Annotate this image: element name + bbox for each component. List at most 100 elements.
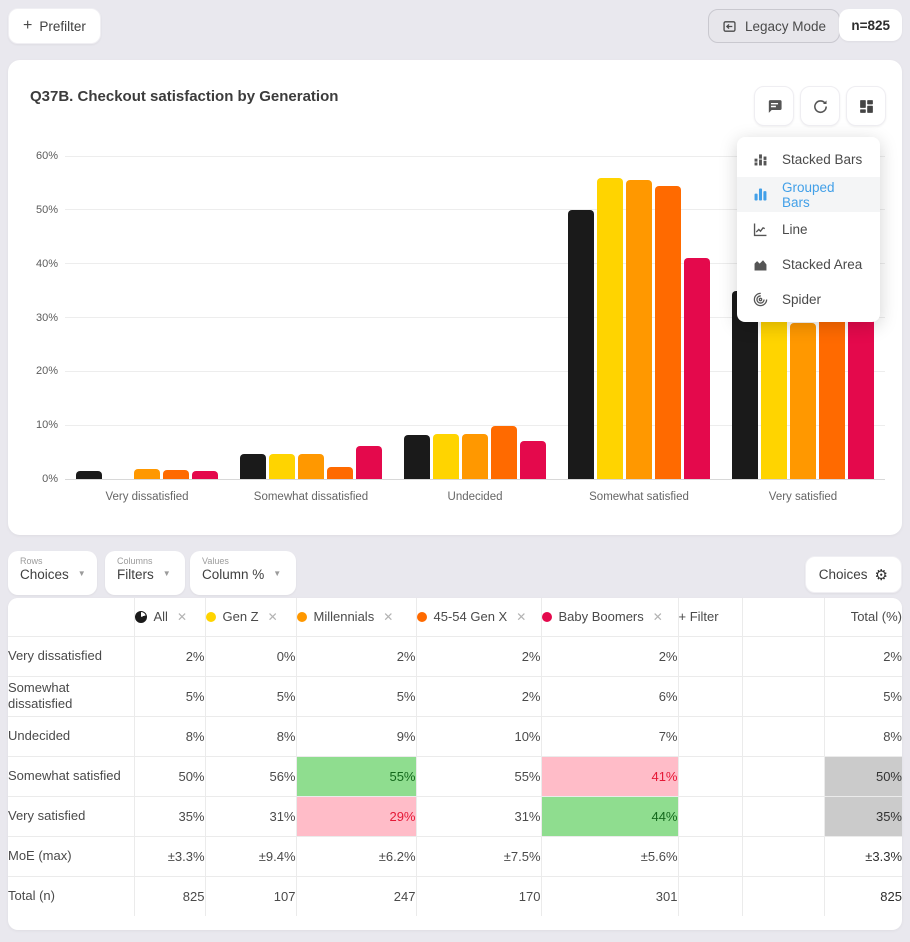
total-cell: 50% <box>823 755 902 797</box>
bar-gen-z-undecided[interactable] <box>432 434 459 479</box>
bar-millennials-very-satisfied[interactable] <box>790 322 816 479</box>
exit-box-icon <box>722 19 737 34</box>
chevron-down-icon: ▼ <box>77 569 86 578</box>
filter-label: Millennials <box>313 609 375 625</box>
bar-gen-z-somewhat-satisfied[interactable] <box>596 177 623 479</box>
bar-millennials-undecided[interactable] <box>462 434 488 479</box>
y-axis-tick: 10% <box>35 419 58 432</box>
bar-millennials-somewhat-dissatisfied[interactable] <box>298 453 324 479</box>
stacked-area-icon <box>751 255 770 274</box>
value-cell: 10% <box>415 715 542 757</box>
choices-settings-button[interactable]: Choices ⚙ <box>804 556 902 593</box>
value-cell: 44% <box>540 795 679 837</box>
spacer-cell <box>741 875 825 916</box>
menu-item-spider[interactable]: Spider <box>737 282 880 317</box>
series-dot-icon <box>417 611 427 622</box>
bar-45-54-gen-x-somewhat-satisfied[interactable] <box>655 185 682 479</box>
values-value: Column % <box>202 567 265 582</box>
menu-item-label: Stacked Bars <box>782 152 863 167</box>
spacer-cell <box>741 675 825 717</box>
bar-millennials-somewhat-satisfied[interactable] <box>626 180 652 479</box>
value-cell: 301 <box>540 875 679 916</box>
menu-item-label: Line <box>782 222 808 237</box>
menu-item-grouped-bars[interactable]: Grouped Bars <box>737 177 880 212</box>
bar-baby-boomers-somewhat-dissatisfied[interactable] <box>356 445 383 479</box>
rows-dropdown[interactable]: Rows Choices ▼ <box>8 551 97 595</box>
gridline <box>65 317 885 318</box>
chart-toolbar <box>754 86 886 126</box>
menu-item-stacked-bars[interactable]: Stacked Bars <box>737 142 880 177</box>
bar-45-54-gen-x-somewhat-dissatisfied[interactable] <box>327 467 354 479</box>
legacy-mode-label: Legacy Mode <box>744 18 826 34</box>
bar-45-54-gen-x-very-dissatisfied[interactable] <box>163 469 190 479</box>
close-icon[interactable]: ✕ <box>516 609 527 624</box>
bar-45-54-gen-x-very-satisfied[interactable] <box>819 312 846 479</box>
total-cell: 35% <box>823 795 902 837</box>
bar-baby-boomers-somewhat-satisfied[interactable] <box>684 258 711 479</box>
bar-baby-boomers-undecided[interactable] <box>520 441 547 479</box>
table-card: All ✕ Gen Z ✕ Millennials ✕ 45-54 Gen X ✕ Baby B… <box>8 598 902 930</box>
close-icon[interactable]: ✕ <box>176 609 188 624</box>
empty-filter-cell <box>677 635 743 677</box>
y-axis-tick: 40% <box>35 257 58 270</box>
line-icon <box>751 220 770 239</box>
value-cell: 8% <box>204 715 297 757</box>
x-axis-label: Very dissatisfied <box>105 491 189 503</box>
prefilter-button[interactable]: + Prefilter <box>8 8 101 44</box>
chart-type-menu: Stacked Bars Grouped Bars Line Stacked Area… <box>737 137 880 322</box>
legacy-mode-button[interactable]: Legacy Mode <box>707 9 840 43</box>
refresh-button[interactable] <box>800 86 840 126</box>
bar-baby-boomers-very-dissatisfied[interactable] <box>192 470 219 479</box>
filter-chip-all[interactable]: All ✕ <box>133 598 206 637</box>
bar-millennials-very-dissatisfied[interactable] <box>134 468 160 479</box>
dashboard-grid-icon <box>858 98 875 115</box>
filter-chip-45-54-gen-x[interactable]: 45-54 Gen X ✕ <box>415 598 542 637</box>
chart-type-button[interactable] <box>846 86 886 126</box>
bar-all-undecided[interactable] <box>403 435 430 479</box>
close-icon[interactable]: ✕ <box>383 609 394 624</box>
add-filter-button[interactable]: + Filter <box>677 598 743 637</box>
bar-all-somewhat-dissatisfied[interactable] <box>239 453 266 479</box>
spacer-cell <box>741 755 825 797</box>
values-dropdown[interactable]: Values Column % ▼ <box>190 551 296 595</box>
row-label: Somewhat satisfied <box>8 755 135 797</box>
bar-all-very-dissatisfied[interactable] <box>75 470 102 479</box>
gear-icon: ⚙ <box>874 566 888 584</box>
filter-chip-gen-z[interactable]: Gen Z ✕ <box>204 598 297 637</box>
sample-size-badge: n=825 <box>839 9 902 41</box>
filter-chip-millennials[interactable]: Millennials ✕ <box>295 598 417 637</box>
bar-45-54-gen-x-undecided[interactable] <box>491 425 518 479</box>
filter-chip-baby-boomers[interactable]: Baby Boomers ✕ <box>540 598 679 637</box>
total-cell: ±3.3% <box>823 835 902 877</box>
columns-dropdown[interactable]: Columns Filters ▼ <box>105 551 185 595</box>
value-cell: 247 <box>295 875 417 916</box>
value-cell: 7% <box>540 715 679 757</box>
empty-filter-cell <box>677 755 743 797</box>
close-icon[interactable]: ✕ <box>652 609 663 624</box>
chevron-down-icon: ▼ <box>162 569 171 578</box>
menu-item-label: Grouped Bars <box>781 179 835 210</box>
columns-value: Filters <box>117 567 154 582</box>
row-label: Total (n) <box>8 875 135 916</box>
series-dot-icon <box>297 611 307 622</box>
value-cell: 5% <box>133 675 206 717</box>
menu-item-stacked-area[interactable]: Stacked Area <box>737 247 880 282</box>
table-row-very-satisfied: Very satisfied 35% 31% 29% 31% 44% 35% <box>8 795 902 837</box>
comment-icon <box>766 98 783 115</box>
bar-all-somewhat-satisfied[interactable] <box>567 209 594 479</box>
menu-item-line[interactable]: Line <box>737 212 880 247</box>
refresh-icon <box>812 98 829 115</box>
all-pie-icon <box>135 610 147 623</box>
prefilter-label: Prefilter <box>39 18 86 34</box>
menu-item-label: Stacked Area <box>782 257 863 272</box>
empty-filter-cell <box>677 795 743 837</box>
total-cell: 825 <box>823 875 902 916</box>
close-icon[interactable]: ✕ <box>267 609 278 624</box>
comment-button[interactable] <box>754 86 794 126</box>
value-cell: 55% <box>415 755 542 797</box>
value-cell: ±9.4% <box>204 835 297 877</box>
bar-gen-z-somewhat-dissatisfied[interactable] <box>268 454 295 479</box>
pivot-table: All ✕ Gen Z ✕ Millennials ✕ 45-54 Gen X ✕ Baby B… <box>8 598 902 916</box>
series-dot-icon <box>206 611 216 622</box>
bar-gen-z-very-satisfied[interactable] <box>760 312 787 479</box>
